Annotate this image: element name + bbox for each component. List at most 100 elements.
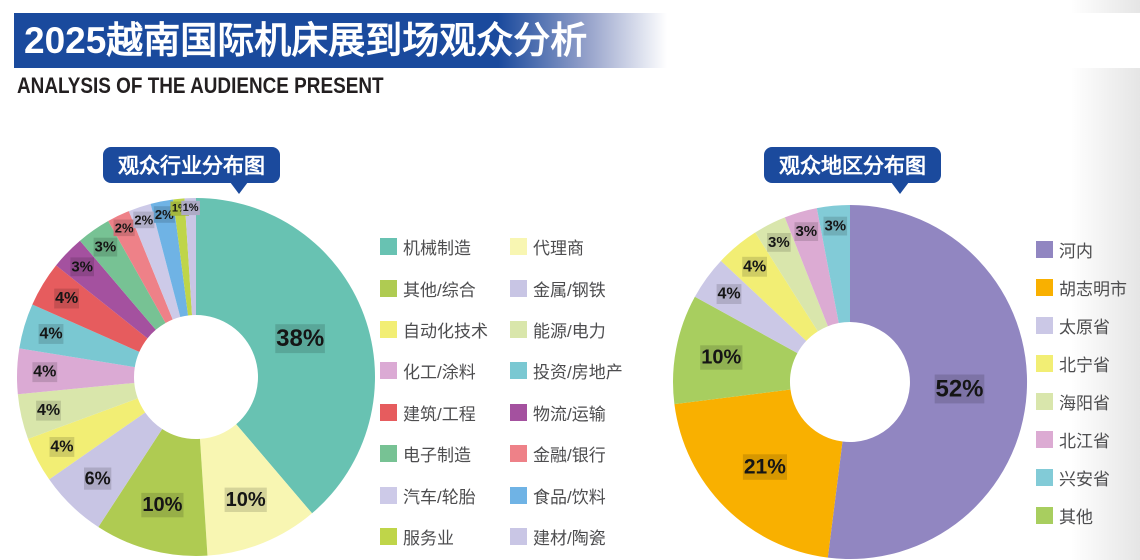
legend-swatch	[1036, 392, 1053, 410]
legend-item: 其他/综合	[380, 267, 510, 308]
legend-column: 机械制造 其他/综合 自动化技术 化工/涂料 建筑/工程 电子制造 汽车/轮胎 服务业	[380, 226, 510, 557]
legend-item: 机械制造	[380, 226, 510, 267]
pie-label-highlight	[113, 219, 135, 237]
legend-swatch	[380, 279, 397, 297]
pie-slice	[694, 260, 807, 354]
pie-label-highlight	[93, 237, 118, 257]
legend-item: 食品/饮料	[510, 474, 640, 515]
pie-slice	[17, 382, 138, 439]
legend-label: 能源/电力	[533, 321, 606, 341]
pie-label-highlight	[49, 437, 75, 457]
legend-label: 投资/房地产	[533, 363, 623, 383]
pie-slice	[150, 199, 189, 318]
pie-slice-label: 4%	[55, 290, 78, 307]
right-edge-gradient	[1070, 0, 1140, 560]
pie-label-highlight	[133, 211, 155, 229]
legend-item: 化工/涂料	[380, 350, 510, 391]
region-donut-chart: 52%21%10%4%4%3%3% 3%	[673, 205, 1028, 559]
pie-slice	[28, 398, 146, 480]
legend-label: 电子制造	[403, 446, 471, 466]
pie-label-highlight	[716, 284, 742, 304]
pie-slice-label: 3%	[71, 258, 93, 275]
legend-swatch	[510, 403, 527, 421]
pie-slice-label: 2%	[134, 212, 153, 227]
legend-swatch	[1036, 506, 1053, 524]
pie-label-highlight	[70, 257, 94, 277]
pie-slice	[98, 428, 208, 556]
pie-slice-label: 2%	[115, 220, 134, 235]
legend-item: 胡志明市	[1036, 268, 1127, 306]
pie-slice	[827, 205, 1028, 559]
pie-slice-label: 4%	[33, 364, 56, 381]
title-banner: 2025越南国际机床展到场观众分析	[14, 13, 1140, 68]
pie-label-highlight	[742, 256, 767, 277]
legend-swatch	[380, 320, 397, 338]
pie-label-highlight	[742, 454, 787, 480]
pie-slice	[16, 348, 135, 395]
page-subtitle: ANALYSIS OF THE AUDIENCE PRESENT	[17, 73, 384, 98]
pie-slice-label: 3%	[95, 239, 117, 256]
industry-donut-chart: 38%10%10%6%4%4%4%4%4%3%3%2%2% 2%1%1%	[16, 198, 375, 556]
legend-label: 河内	[1059, 241, 1093, 261]
legend-item: 电子制造	[380, 433, 510, 474]
legend-swatch	[1036, 430, 1053, 448]
pie-slice-label: 4%	[37, 402, 60, 419]
pie-label-highlight	[38, 324, 64, 344]
pie-slice-label: 6%	[85, 469, 111, 489]
legend-swatch	[380, 527, 397, 545]
pie-slice-label: 10%	[142, 494, 182, 516]
legend-label: 食品/饮料	[533, 487, 606, 507]
legend-label: 北宁省	[1059, 355, 1110, 375]
legend-label: 汽车/轮胎	[403, 487, 476, 507]
legend-item: 能源/电力	[510, 309, 640, 350]
pie-slice	[19, 304, 140, 368]
legend-label: 化工/涂料	[403, 363, 476, 383]
legend-label: 太原省	[1059, 317, 1110, 337]
legend-item: 建筑/工程	[380, 392, 510, 433]
legend-swatch	[1036, 468, 1053, 486]
legend-column: 河内胡志明市太原省北宁省海阳省北江省兴安省 其他	[1036, 230, 1127, 534]
legend-column: 代理商 金属/钢铁 能源/电力 投资/房地产 物流/运输 金融/银行 食品/饮料 建材/陶瓷	[510, 226, 640, 557]
pie-slice-label: 4%	[50, 439, 73, 456]
pie-label-highlight	[934, 374, 985, 404]
legend-item: 建材/陶瓷	[510, 516, 640, 557]
region-legend: 河内胡志明市太原省北宁省海阳省北江省兴安省 其他	[1036, 230, 1127, 534]
legend-item: 兴安省	[1036, 458, 1127, 496]
pie-slice-label: 3%	[768, 234, 790, 251]
pie-slice-label: 4%	[717, 286, 740, 303]
pie-slice	[184, 198, 196, 316]
pie-slice	[196, 198, 375, 514]
legend-swatch	[510, 527, 527, 545]
pie-slice-label: 1%	[183, 202, 199, 214]
legend-swatch	[1036, 354, 1053, 372]
legend-item: 北宁省	[1036, 344, 1127, 382]
legend-swatch	[1036, 316, 1053, 334]
pie-label-highlight	[181, 200, 200, 216]
legend-item: 其他	[1036, 496, 1127, 534]
pie-slice-label: 3%	[824, 218, 846, 235]
legend-label: 海阳省	[1059, 393, 1110, 413]
pie-label-highlight	[36, 400, 61, 421]
industry-chart-title-bubble: 观众行业分布图	[103, 147, 280, 194]
pie-slice-label: 4%	[39, 326, 62, 343]
legend-swatch	[380, 362, 397, 380]
legend-label: 机械制造	[403, 239, 471, 259]
pie-slice	[128, 203, 181, 320]
pie-slice	[32, 265, 148, 352]
pie-slice-label: 2%	[155, 207, 174, 222]
legend-swatch	[510, 486, 527, 504]
page-title: 2025越南国际机床展到场观众分析	[24, 20, 588, 61]
pie-label-highlight	[32, 362, 58, 383]
legend-swatch	[380, 238, 397, 256]
pie-label-highlight	[823, 216, 848, 236]
legend-swatch	[510, 238, 527, 256]
pie-slice-label: 10%	[701, 347, 741, 369]
legend-label: 建材/陶瓷	[533, 528, 606, 548]
legend-item: 物流/运输	[510, 392, 640, 433]
legend-label: 北江省	[1059, 431, 1110, 451]
legend-label: 金属/钢铁	[533, 280, 606, 300]
legend-swatch	[380, 403, 397, 421]
legend-label: 金融/银行	[533, 446, 606, 466]
industry-legend: 机械制造 其他/综合 自动化技术 化工/涂料 建筑/工程 电子制造 汽车/轮胎 服务业 代理商金…	[380, 226, 640, 557]
